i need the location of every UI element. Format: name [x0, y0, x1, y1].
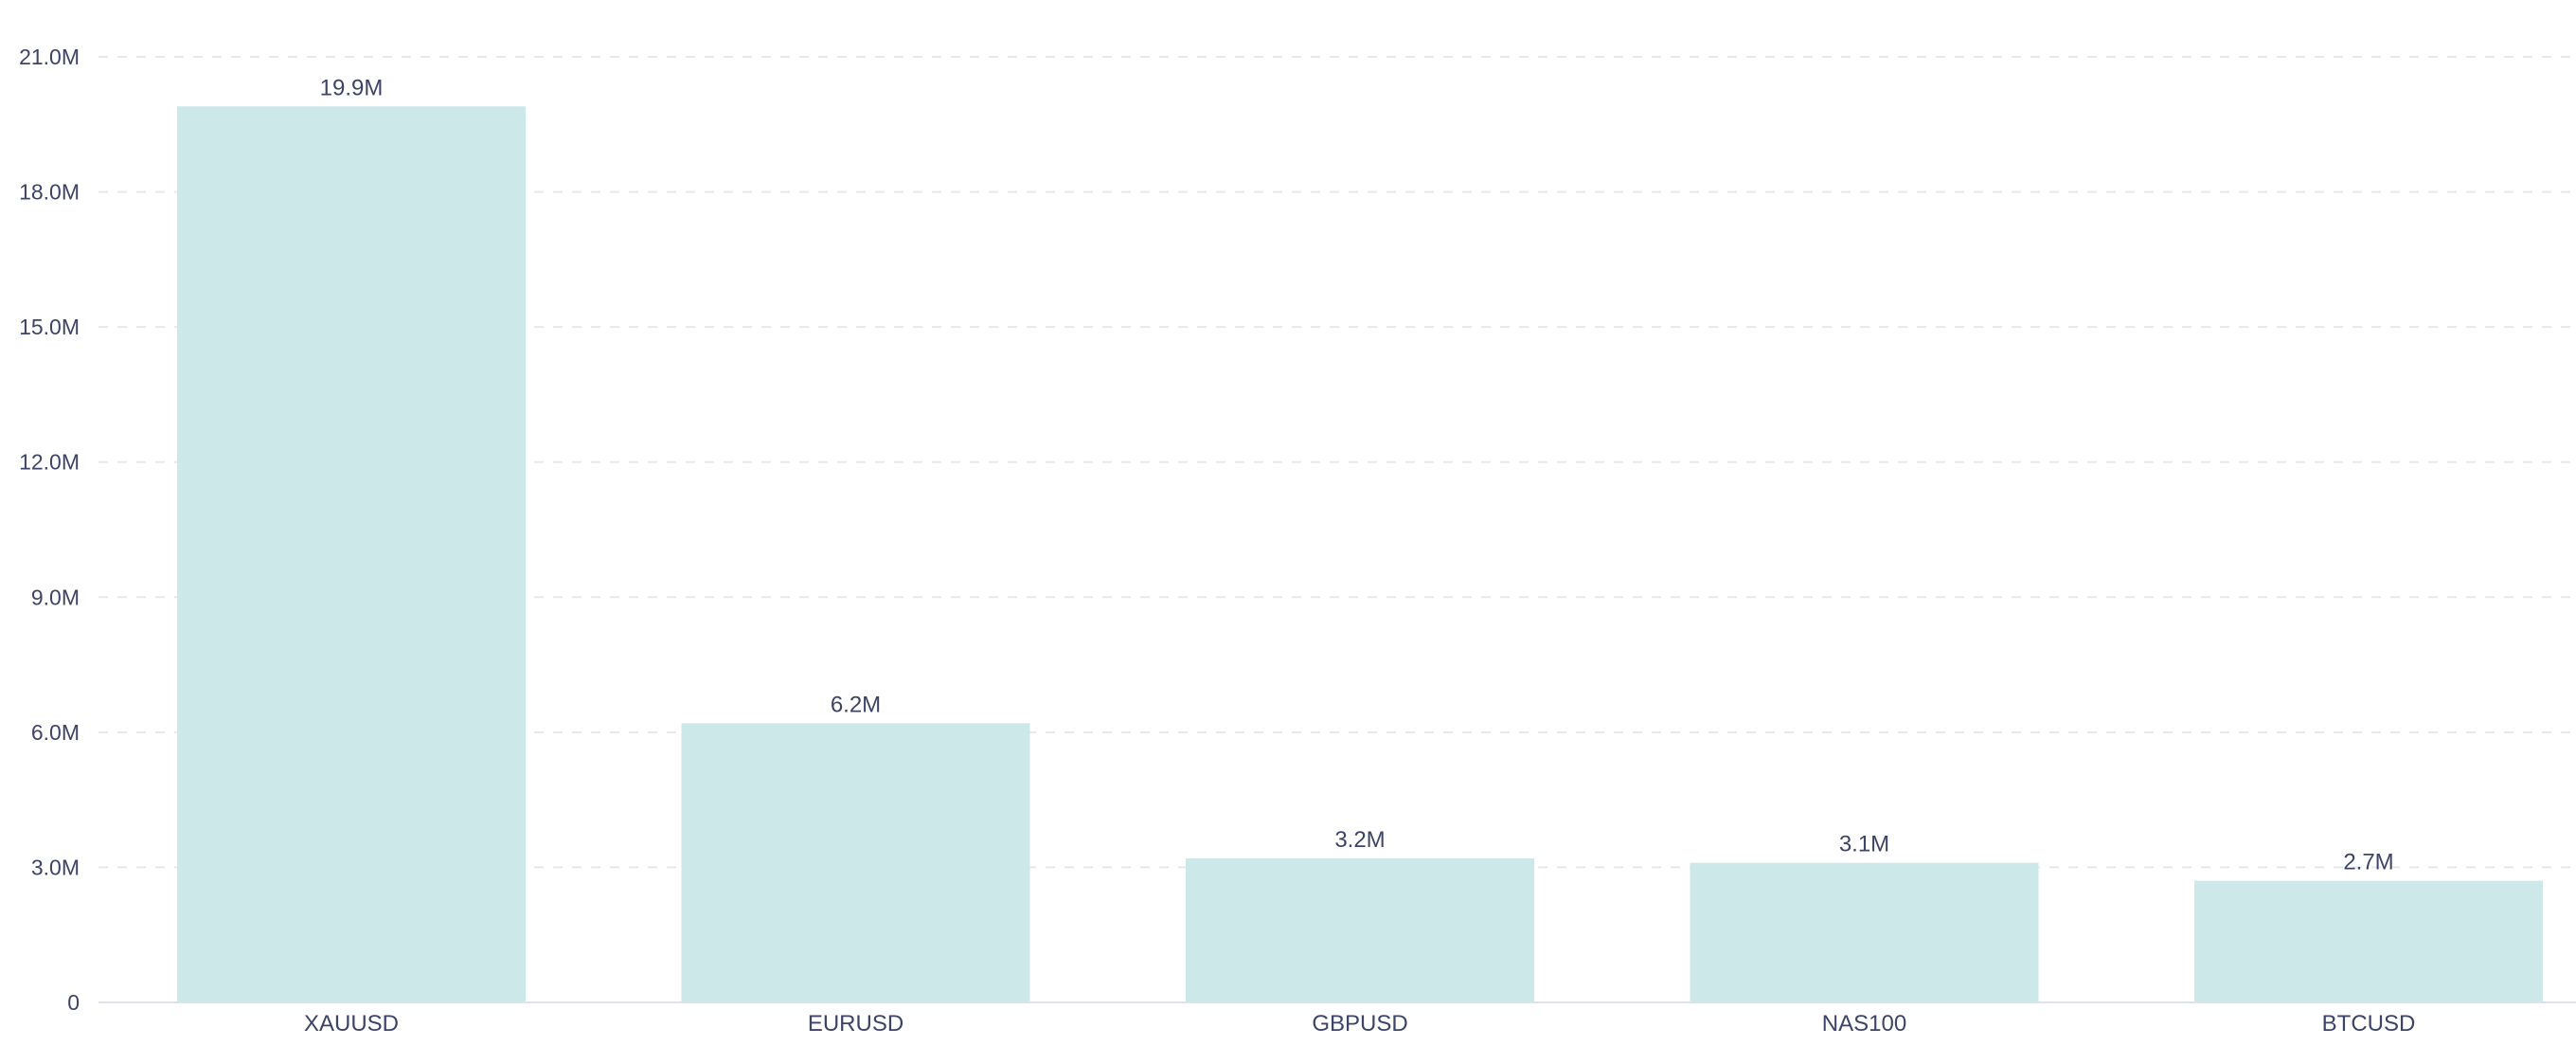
bar-gbpusd[interactable] [1186, 857, 1534, 1002]
x-axis-labels: XAUUSD EURUSD GBPUSD NAS100 BTCUSD [304, 1011, 2415, 1037]
y-tick-label: 6.0M [31, 720, 80, 745]
x-tick-label: GBPUSD [1312, 1011, 1407, 1037]
y-tick-label: 9.0M [31, 585, 80, 609]
x-tick-label: XAUUSD [304, 1011, 399, 1037]
bar-btcusd[interactable] [2194, 880, 2543, 1002]
bar-xauusd[interactable] [177, 106, 526, 1003]
data-labels: 19.9M 6.2M 3.2M 3.1M 2.7M [320, 75, 2394, 875]
x-tick-label: BTCUSD [2322, 1011, 2416, 1037]
x-tick-label: EURUSD [808, 1011, 903, 1037]
y-tick-label: 21.0M [19, 45, 80, 69]
data-label: 2.7M [2343, 850, 2393, 875]
data-label: 6.2M [831, 692, 881, 717]
y-tick-label: 3.0M [31, 855, 80, 879]
x-tick-label: NAS100 [1822, 1011, 1906, 1037]
data-label: 3.2M [1334, 827, 1385, 853]
y-tick-label: 12.0M [19, 450, 80, 475]
data-label: 19.9M [320, 75, 384, 100]
bars [177, 106, 2543, 1003]
bar-eurusd[interactable] [681, 723, 1030, 1002]
y-tick-label: 0 [67, 990, 80, 1015]
y-tick-label: 18.0M [19, 180, 80, 205]
y-tick-label: 15.0M [19, 315, 80, 339]
bar-nas100[interactable] [1690, 862, 2039, 1002]
data-label: 3.1M [1839, 832, 1889, 857]
y-axis-labels: 0 3.0M 6.0M 9.0M 12.0M 15.0M 18.0M 21.0M [19, 45, 80, 1015]
